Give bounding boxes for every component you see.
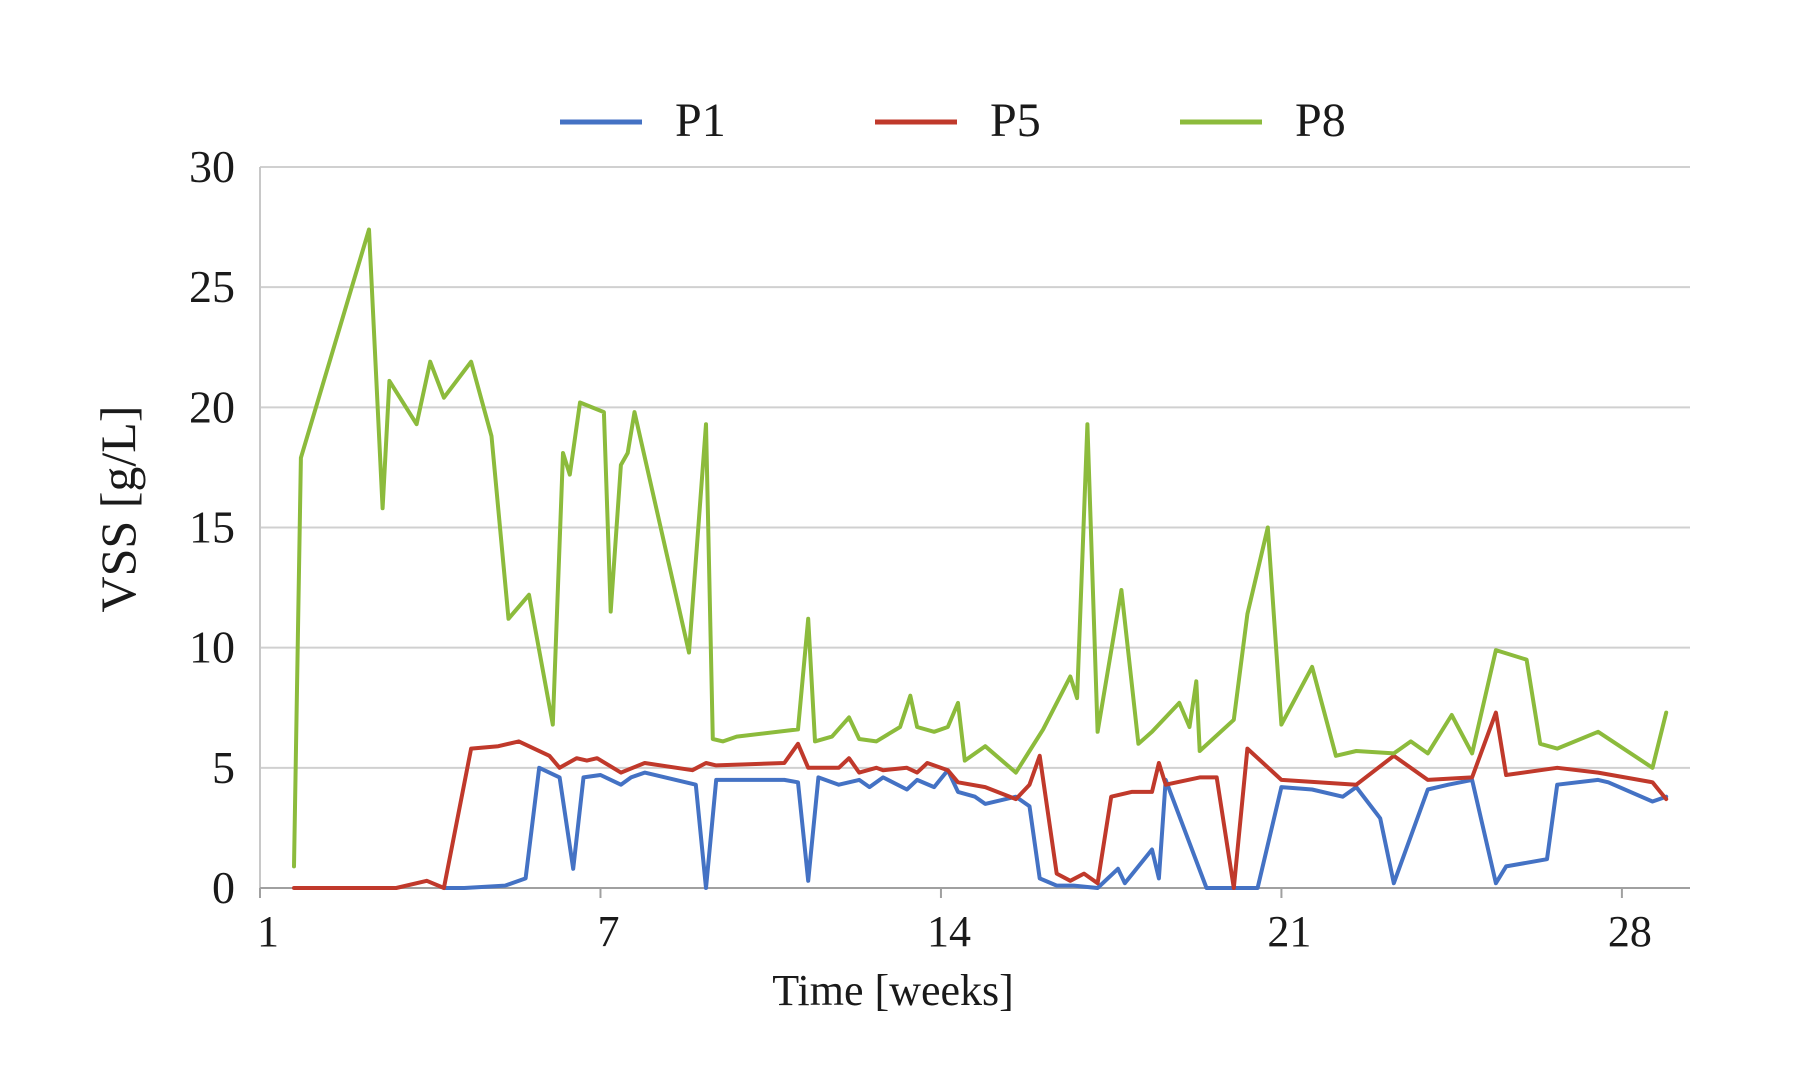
y-axis-label: VSS [g/L] bbox=[90, 406, 146, 613]
x-tick-label: 1 bbox=[257, 907, 279, 956]
series-lines bbox=[292, 227, 1669, 890]
x-tick-label: 28 bbox=[1608, 907, 1652, 956]
y-tick-label: 25 bbox=[189, 261, 235, 312]
y-tick-label: 20 bbox=[189, 381, 235, 432]
y-tick-label: 5 bbox=[212, 742, 235, 793]
y-tick-label: 10 bbox=[189, 622, 235, 673]
series-line-p8 bbox=[292, 227, 1669, 869]
axes: 0 5 10 15 20 25 30 1 7 14 21 28 bbox=[189, 141, 1690, 956]
x-tick-label: 21 bbox=[1267, 907, 1311, 956]
legend: P1 P5 P8 bbox=[560, 94, 1346, 147]
y-tick-label: 0 bbox=[212, 862, 235, 913]
y-tick-label: 15 bbox=[189, 502, 235, 553]
y-tick-label: 30 bbox=[189, 141, 235, 192]
x-tick-label: 14 bbox=[927, 907, 971, 956]
legend-label-p8: P8 bbox=[1295, 94, 1346, 147]
series-line-p5 bbox=[292, 710, 1669, 890]
legend-label-p1: P1 bbox=[675, 94, 726, 147]
x-tick-label: 7 bbox=[597, 907, 619, 956]
legend-label-p5: P5 bbox=[990, 94, 1041, 147]
x-axis-label: Time [weeks] bbox=[772, 966, 1014, 1015]
